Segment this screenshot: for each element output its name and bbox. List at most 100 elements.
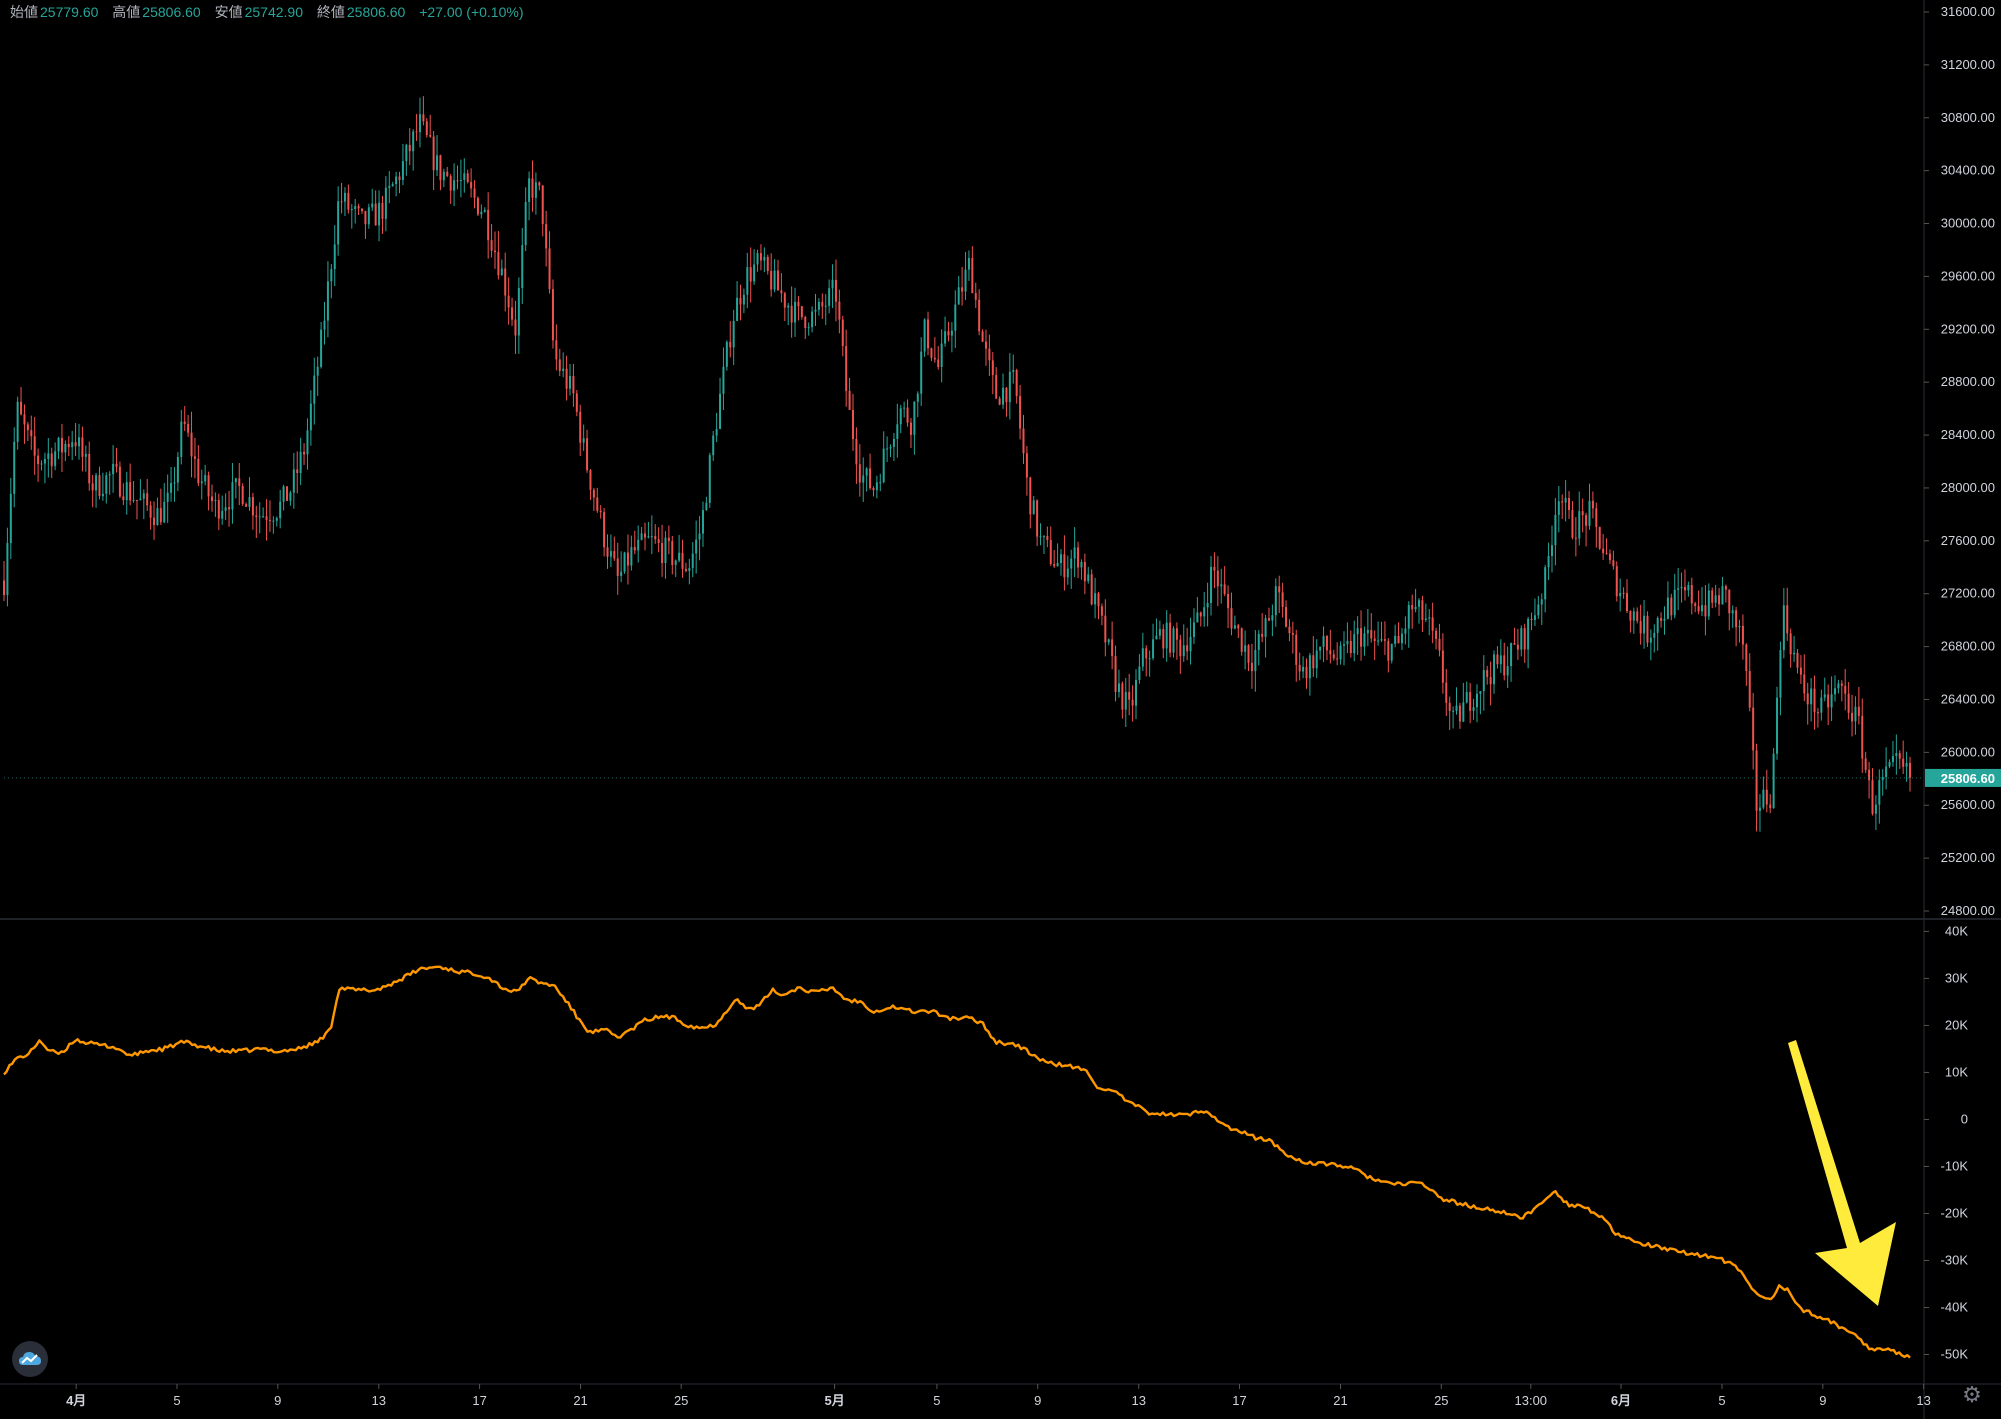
candle-body (159, 508, 162, 523)
candle-body (562, 368, 565, 371)
candle-body (1496, 654, 1499, 665)
indicator-tick-label: -50K (1941, 1346, 1969, 1361)
candle-body (1745, 644, 1748, 672)
candle-body (903, 407, 906, 409)
candle-body (1165, 622, 1168, 649)
candle-body (1520, 628, 1523, 650)
candle-body (701, 510, 704, 534)
candle-body (909, 422, 912, 435)
candle-body (320, 329, 323, 367)
candle-body (1878, 780, 1881, 805)
gear-icon[interactable]: ⚙ (1962, 1382, 1982, 1407)
candle-body (1479, 691, 1482, 694)
candle-body (1687, 584, 1690, 591)
candle-body (122, 496, 125, 501)
candle-body (1639, 620, 1642, 634)
candle-body (95, 475, 98, 491)
candle-body (384, 187, 387, 219)
candle-body (1223, 584, 1226, 594)
candle-body (1844, 685, 1847, 694)
candle-body (459, 179, 462, 181)
candle-body (1690, 584, 1693, 604)
candle-body (654, 536, 657, 540)
candle-body (398, 176, 401, 181)
candle-body (1905, 763, 1908, 767)
candle-body (487, 209, 490, 241)
candle-body (146, 493, 149, 506)
candle-body (176, 457, 179, 483)
candle-body (1274, 586, 1277, 616)
time-tick-label: 5 (173, 1393, 180, 1408)
candle-body (1605, 553, 1608, 555)
candle-body (1469, 692, 1472, 711)
candle-body (681, 552, 684, 569)
candle-body (33, 436, 36, 456)
candle-body (998, 398, 1001, 405)
candle-body (170, 483, 173, 493)
candle-body (667, 537, 670, 542)
candle-body (1731, 610, 1734, 614)
candle-body (1056, 562, 1059, 567)
time-tick-label: 5月 (824, 1393, 844, 1408)
candle-body (991, 360, 994, 376)
candle-body (296, 469, 299, 473)
candle-body (531, 178, 534, 198)
candle-body (1523, 628, 1526, 650)
candle-body (1851, 712, 1854, 722)
candle-body (555, 340, 558, 360)
candle-body (248, 497, 251, 507)
candle-body (20, 401, 23, 415)
candle-body (43, 458, 46, 464)
candle-body (1002, 387, 1005, 405)
candle-body (1595, 508, 1598, 527)
candle-body (1786, 605, 1789, 634)
candle-body (1619, 592, 1622, 597)
candle-body (507, 295, 510, 308)
candle-body (408, 144, 411, 152)
candle-body (323, 320, 326, 330)
candle-body (1128, 691, 1131, 700)
candle-body (613, 551, 616, 559)
candle-body (1230, 608, 1233, 629)
candle-body (1172, 628, 1175, 653)
candle-body (26, 424, 29, 431)
indicator-pane[interactable] (3, 965, 1911, 1359)
candle-body (132, 499, 135, 501)
candle-body (1854, 706, 1857, 722)
candle-body (1789, 633, 1792, 655)
ohlc-legend: 始値 25779.60 高値 25806.60 安値 25742.90 終値 25806… (10, 2, 533, 22)
candle-body (135, 499, 138, 501)
candle-body (279, 501, 282, 519)
candle-body (1356, 628, 1359, 635)
tradingview-cloud-icon[interactable] (12, 1341, 48, 1377)
candle-body (1643, 615, 1646, 634)
candle-body (1111, 639, 1114, 657)
candle-body (1503, 655, 1506, 676)
candle-body (1305, 666, 1308, 679)
candle-body (6, 543, 9, 596)
candle-body (432, 136, 435, 171)
candle-body (129, 482, 132, 501)
candle-body (1254, 649, 1257, 672)
candle-body (1070, 558, 1073, 569)
candle-body (1762, 789, 1765, 808)
candle-body (964, 269, 967, 292)
candle-body (395, 176, 398, 185)
candle-body (569, 375, 572, 389)
candle-body (930, 348, 933, 358)
candle-body (1680, 586, 1683, 589)
candle-body (354, 206, 357, 210)
candle-body (616, 558, 619, 577)
indicator-tick-label: -10K (1941, 1158, 1969, 1173)
candle-body (173, 482, 176, 484)
candle-body (88, 453, 91, 484)
candle-body (586, 438, 589, 471)
candle-body (101, 493, 104, 497)
candle-body (1874, 804, 1877, 814)
candle-body (1646, 615, 1649, 643)
candle-body (664, 537, 667, 564)
candle-body (98, 475, 101, 497)
candle-body (282, 486, 285, 502)
time-tick-label: 25 (1434, 1393, 1448, 1408)
